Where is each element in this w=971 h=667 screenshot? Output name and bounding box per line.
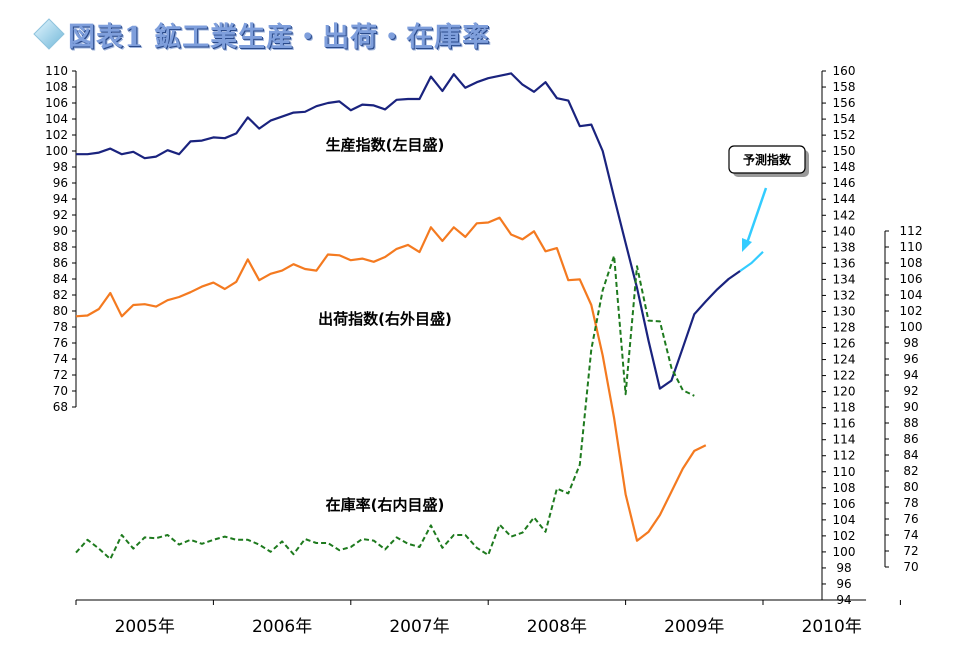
right-outer-y-tick-label: 126 (833, 337, 856, 351)
callout-box (728, 145, 806, 174)
left-y-tick-label: 92 (53, 208, 68, 222)
shipments-line (75, 216, 707, 542)
right-outer-y-tick-label: 136 (833, 256, 856, 270)
right-inner-y-tick-label: 98 (903, 336, 918, 350)
left-y-tick-label: 102 (45, 128, 68, 142)
left-y-tick-label: 104 (45, 112, 68, 126)
forecast-line (739, 251, 764, 272)
x-tick-label: 2008年 (527, 617, 587, 637)
left-y-tick-label: 94 (53, 192, 68, 206)
right-inner-y-tick-label: 80 (903, 480, 918, 494)
diamond-icon (33, 18, 65, 50)
x-tick-label: 2006年 (252, 617, 312, 637)
right-outer-y-tick-label: 146 (833, 176, 856, 190)
right-inner-y-tick-label: 106 (900, 272, 923, 286)
right-outer-y-tick-label: 100 (833, 545, 856, 559)
left-y-tick-label: 84 (53, 272, 68, 286)
right-outer-y-tick-label: 104 (833, 513, 856, 527)
series-label: 在庫率(右内目盛) (326, 496, 445, 514)
callout-label: 予測指数 (743, 152, 792, 167)
right-outer-y-tick-label: 132 (833, 288, 856, 302)
right-inner-y-tick-label: 94 (903, 368, 918, 382)
right-inner-y-tick-label: 104 (900, 288, 923, 302)
callout-arrow-head (742, 238, 752, 252)
x-tick-label: 2010年 (802, 617, 862, 637)
right-inner-y-tick-label: 72 (903, 544, 918, 558)
left-y-tick-label: 72 (53, 368, 68, 382)
right-outer-y-tick-label: 144 (833, 192, 856, 206)
right-inner-y-tick-label: 88 (903, 416, 918, 430)
right-inner-y-tick-label: 110 (900, 240, 923, 254)
left-y-tick-label: 100 (45, 144, 68, 158)
right-inner-y-tick-label: 90 (903, 400, 918, 414)
chart-title: 図表1 鉱工業生産・出荷・在庫率 (30, 14, 490, 54)
right-outer-y-tick-label: 118 (833, 401, 856, 415)
production-line (76, 72, 741, 390)
right-inner-y-tick-label: 82 (903, 464, 918, 478)
right-outer-y-tick-label: 152 (833, 128, 856, 142)
left-y-tick-label: 70 (53, 384, 68, 398)
right-inner-y-tick-label: 112 (900, 224, 923, 238)
right-inner-y-tick-label: 108 (900, 256, 923, 270)
right-outer-y-tick-label: 134 (833, 272, 856, 286)
left-y-tick-label: 96 (53, 176, 68, 190)
right-inner-y-tick-label: 96 (903, 352, 918, 366)
left-y-tick-label: 80 (53, 304, 68, 318)
left-y-tick-label: 90 (53, 224, 68, 238)
right-inner-y-tick-label: 86 (903, 432, 918, 446)
right-inner-y-tick-label: 100 (900, 320, 923, 334)
right-outer-y-tick-label: 150 (833, 144, 856, 158)
right-inner-y-tick-label: 70 (903, 560, 918, 574)
right-inner-y-tick-label: 74 (903, 528, 918, 542)
left-y-tick-label: 110 (45, 64, 68, 78)
right-outer-y-tick-label: 96 (836, 577, 851, 591)
right-outer-y-tick-label: 102 (833, 529, 856, 543)
x-tick-label: 2007年 (389, 617, 449, 637)
right-outer-y-tick-label: 156 (833, 96, 856, 110)
right-outer-y-tick-label: 114 (833, 433, 856, 447)
right-outer-y-tick-label: 128 (833, 320, 856, 334)
right-inner-y-tick-label: 92 (903, 384, 918, 398)
right-inner-y-tick-label: 102 (900, 304, 923, 318)
right-outer-y-tick-label: 130 (833, 304, 856, 318)
right-outer-y-tick-label: 112 (833, 449, 856, 463)
series-label: 出荷指数(右外目盛) (318, 310, 452, 328)
right-inner-y-tick-label: 78 (903, 496, 918, 510)
right-outer-y-tick-label: 108 (833, 481, 856, 495)
left-y-tick-label: 76 (53, 336, 68, 350)
left-y-tick-label: 78 (53, 320, 68, 334)
right-outer-y-tick-label: 138 (833, 240, 856, 254)
callout-arrow-line (744, 187, 768, 247)
right-outer-y-tick-label: 142 (833, 208, 856, 222)
left-y-tick-label: 68 (53, 400, 68, 414)
right-outer-y-tick-label: 124 (833, 353, 856, 367)
right-outer-y-tick-label: 98 (836, 561, 851, 575)
chart-title-text: 図表1 鉱工業生産・出荷・在庫率 (68, 21, 491, 53)
right-outer-y-tick-label: 160 (833, 64, 856, 78)
right-outer-y-tick-label: 116 (833, 417, 856, 431)
right-outer-y-tick-label: 120 (833, 385, 856, 399)
right-outer-y-tick-label: 154 (833, 112, 856, 126)
left-y-tick-label: 98 (53, 160, 68, 174)
left-y-tick-label: 82 (53, 288, 68, 302)
right-outer-y-tick-label: 140 (833, 224, 856, 238)
left-y-tick-label: 86 (53, 256, 68, 270)
right-outer-y-tick-label: 122 (833, 369, 856, 383)
left-y-tick-label: 108 (45, 80, 68, 94)
right-outer-y-tick-label: 148 (833, 160, 856, 174)
x-tick-label: 2005年 (115, 617, 175, 637)
right-inner-y-tick-label: 84 (903, 448, 918, 462)
left-y-tick-label: 74 (53, 352, 68, 366)
series-label: 生産指数(左目盛) (326, 136, 445, 154)
right-outer-y-tick-label: 110 (833, 465, 856, 479)
right-outer-y-tick-label: 106 (833, 497, 856, 511)
x-tick-label: 2009年 (664, 617, 724, 637)
right-outer-y-tick-label: 158 (833, 80, 856, 94)
left-y-tick-label: 88 (53, 240, 68, 254)
right-inner-y-tick-label: 76 (903, 512, 918, 526)
left-y-tick-label: 106 (45, 96, 68, 110)
inventory-ratio-line (75, 254, 695, 560)
